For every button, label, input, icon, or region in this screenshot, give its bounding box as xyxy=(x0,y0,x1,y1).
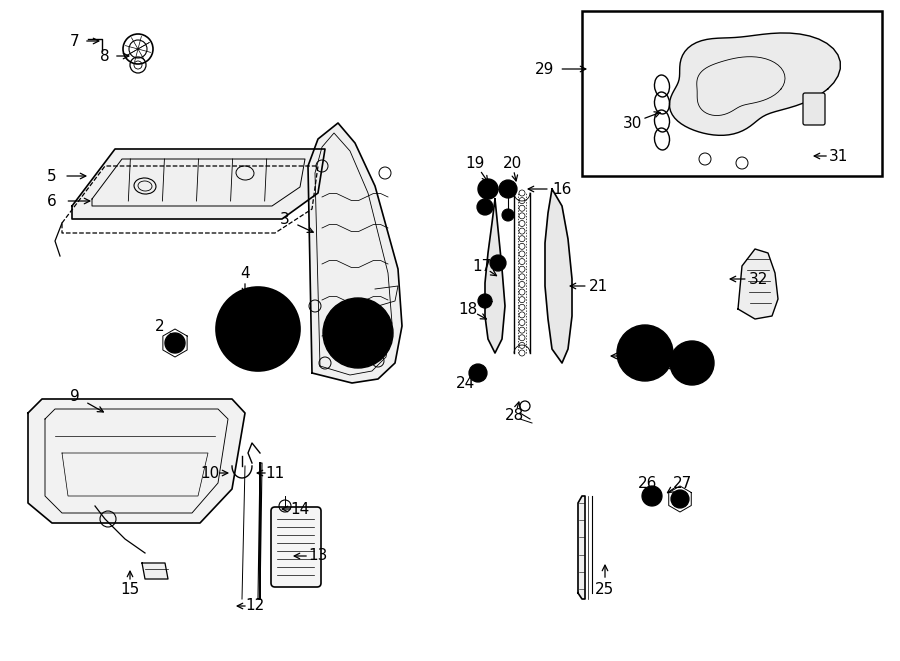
Polygon shape xyxy=(72,149,325,219)
Text: 17: 17 xyxy=(472,258,491,274)
Polygon shape xyxy=(308,123,402,383)
Circle shape xyxy=(478,294,492,308)
Text: 26: 26 xyxy=(638,475,658,490)
Circle shape xyxy=(165,333,185,353)
Circle shape xyxy=(323,298,393,368)
FancyBboxPatch shape xyxy=(271,507,321,587)
Text: 32: 32 xyxy=(748,272,768,286)
Circle shape xyxy=(502,209,514,221)
Polygon shape xyxy=(142,563,168,579)
Text: 25: 25 xyxy=(596,582,615,596)
Text: 11: 11 xyxy=(266,465,284,481)
Polygon shape xyxy=(670,33,841,136)
Text: 6: 6 xyxy=(47,194,57,208)
Text: 21: 21 xyxy=(589,278,608,293)
Text: 22: 22 xyxy=(626,348,644,364)
Text: 13: 13 xyxy=(309,549,328,563)
Text: 16: 16 xyxy=(553,182,572,196)
Text: 15: 15 xyxy=(121,582,140,596)
Text: 28: 28 xyxy=(506,408,525,424)
Text: 2: 2 xyxy=(155,319,165,334)
Bar xyxy=(582,11,882,176)
Text: 4: 4 xyxy=(240,266,250,280)
Text: 10: 10 xyxy=(201,465,220,481)
Circle shape xyxy=(670,341,714,385)
Text: 31: 31 xyxy=(828,149,848,163)
Ellipse shape xyxy=(236,166,254,180)
Text: 14: 14 xyxy=(291,502,310,516)
Circle shape xyxy=(216,287,300,371)
Polygon shape xyxy=(738,249,778,319)
Text: 12: 12 xyxy=(246,598,265,613)
Text: 8: 8 xyxy=(100,48,110,63)
Text: 3: 3 xyxy=(280,212,290,227)
Text: 5: 5 xyxy=(47,169,57,184)
Circle shape xyxy=(617,325,673,381)
Circle shape xyxy=(671,490,689,508)
Circle shape xyxy=(477,199,493,215)
Text: 7: 7 xyxy=(70,34,80,48)
Text: 29: 29 xyxy=(536,61,554,77)
Circle shape xyxy=(478,179,498,199)
FancyBboxPatch shape xyxy=(803,93,825,125)
Text: 18: 18 xyxy=(458,301,478,317)
Text: 23: 23 xyxy=(679,358,698,373)
Circle shape xyxy=(490,255,506,271)
Polygon shape xyxy=(28,399,245,523)
Text: 1: 1 xyxy=(250,295,260,311)
Text: 27: 27 xyxy=(672,475,691,490)
Text: 9: 9 xyxy=(70,389,80,403)
Polygon shape xyxy=(485,199,505,353)
Text: 30: 30 xyxy=(622,116,642,130)
Polygon shape xyxy=(578,496,585,599)
Circle shape xyxy=(642,486,662,506)
Text: 19: 19 xyxy=(465,155,485,171)
Text: 20: 20 xyxy=(502,155,522,171)
Circle shape xyxy=(238,293,258,313)
Text: 24: 24 xyxy=(455,375,474,391)
Circle shape xyxy=(469,364,487,382)
Ellipse shape xyxy=(134,178,156,194)
Circle shape xyxy=(499,180,517,198)
Polygon shape xyxy=(545,189,572,363)
